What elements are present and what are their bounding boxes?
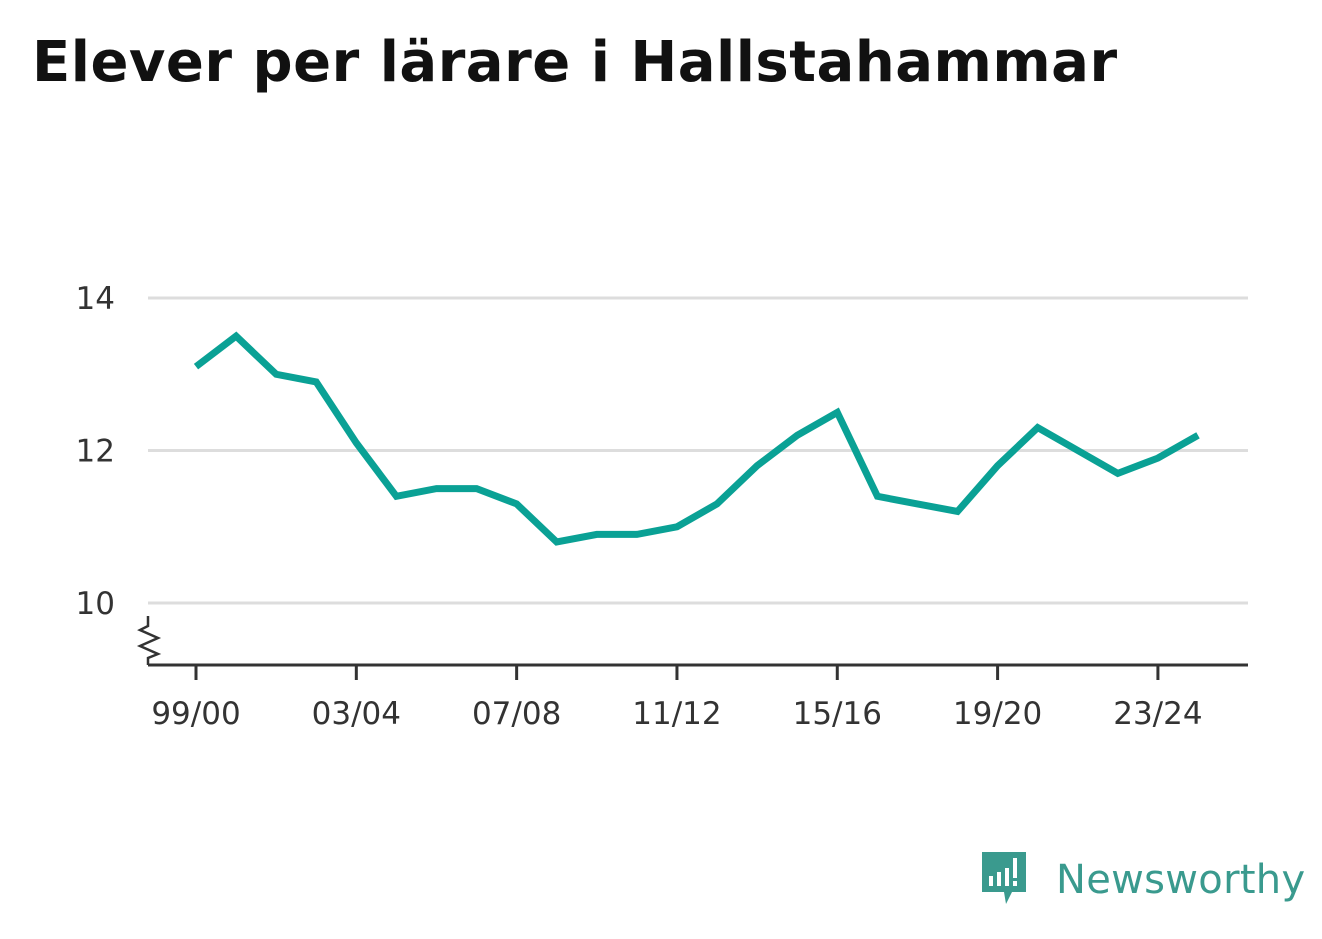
x-tick-label: 11/12 [632,696,721,732]
x-tick-label: 23/24 [1113,696,1202,732]
series-line [193,331,1200,546]
chart-title: Elever per lärare i Hallstahammar [32,30,1118,95]
brand-name: Newsworthy [1056,857,1306,903]
y-tick-label: 14 [76,281,115,317]
axis-break-icon [136,616,162,665]
x-tick-label: 99/00 [151,696,240,732]
x-tick-label: 15/16 [793,696,882,732]
y-tick-label: 10 [76,586,115,622]
x-tick-label: 19/20 [953,696,1042,732]
newsworthy-logo-icon [982,852,1026,904]
x-tick-label: 03/04 [312,696,401,732]
newsworthy-logo: Newsworthy [980,850,1305,910]
x-tick-label: 07/08 [472,696,561,732]
y-tick-label: 12 [76,434,115,470]
